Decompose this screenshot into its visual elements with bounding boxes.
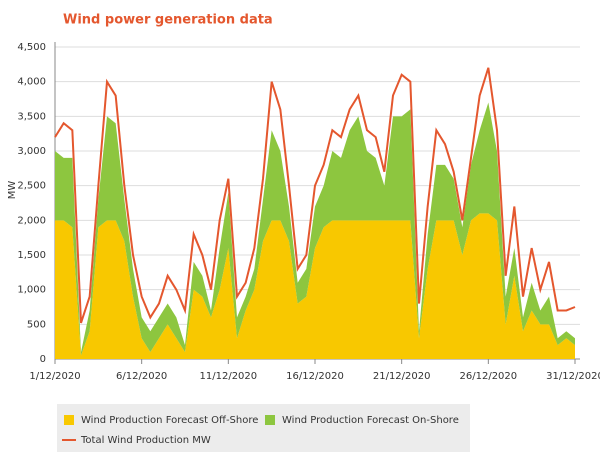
chart-title: Wind power generation data (63, 13, 273, 28)
legend-label: Total Wind Production MW (80, 435, 211, 446)
y-tick-label: 2,000 (17, 215, 46, 226)
x-tick-label: 31/12/2020 (546, 371, 600, 382)
y-tick-label: 4,000 (17, 77, 46, 88)
y-tick-label: 1,500 (17, 250, 46, 261)
area (55, 213, 575, 359)
x-tick-label: 26/12/2020 (460, 371, 518, 382)
x-tick-label: 21/12/2020 (373, 371, 431, 382)
legend-swatch (265, 415, 275, 425)
legend-label: Wind Production Forecast On-Shore (282, 415, 459, 426)
y-tick-label: 4,500 (17, 42, 46, 53)
y-tick-label: 500 (27, 319, 46, 330)
legend-swatch (64, 415, 74, 425)
x-tick-label: 1/12/2020 (29, 371, 80, 382)
y-tick-label: 3,000 (17, 146, 46, 157)
y-tick-label: 3,500 (17, 111, 46, 122)
legend-label: Wind Production Forecast Off-Shore (81, 415, 258, 426)
line (54, 67, 576, 324)
y-axis-label: MW (7, 181, 18, 200)
y-tick-label: 1,000 (17, 285, 46, 296)
area (55, 102, 575, 356)
x-tick-label: 16/12/2020 (286, 371, 344, 382)
y-tick-label: 2,500 (17, 181, 46, 192)
x-tick-label: 11/12/2020 (200, 371, 258, 382)
y-tick-label: 0 (40, 354, 46, 365)
x-tick-label: 6/12/2020 (116, 371, 167, 382)
legend-box (57, 404, 470, 452)
